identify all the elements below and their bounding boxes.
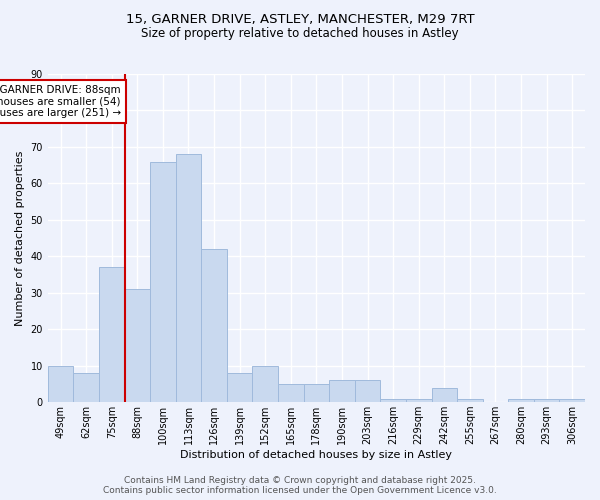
- Text: Size of property relative to detached houses in Astley: Size of property relative to detached ho…: [141, 28, 459, 40]
- X-axis label: Distribution of detached houses by size in Astley: Distribution of detached houses by size …: [181, 450, 452, 460]
- Bar: [278, 384, 304, 402]
- Bar: [253, 366, 278, 402]
- Bar: [355, 380, 380, 402]
- Bar: [304, 384, 329, 402]
- Bar: [48, 366, 73, 402]
- Bar: [406, 398, 431, 402]
- Y-axis label: Number of detached properties: Number of detached properties: [15, 150, 25, 326]
- Text: Contains HM Land Registry data © Crown copyright and database right 2025.
Contai: Contains HM Land Registry data © Crown c…: [103, 476, 497, 495]
- Text: 15, GARNER DRIVE, ASTLEY, MANCHESTER, M29 7RT: 15, GARNER DRIVE, ASTLEY, MANCHESTER, M2…: [125, 12, 475, 26]
- Bar: [457, 398, 482, 402]
- Bar: [201, 249, 227, 402]
- Bar: [227, 373, 253, 402]
- Bar: [73, 373, 99, 402]
- Bar: [150, 162, 176, 402]
- Bar: [534, 398, 559, 402]
- Bar: [508, 398, 534, 402]
- Bar: [125, 289, 150, 402]
- Bar: [431, 388, 457, 402]
- Bar: [559, 398, 585, 402]
- Bar: [380, 398, 406, 402]
- Text: 15 GARNER DRIVE: 88sqm
← 18% of detached houses are smaller (54)
82% of semi-det: 15 GARNER DRIVE: 88sqm ← 18% of detached…: [0, 85, 121, 118]
- Bar: [99, 268, 125, 402]
- Bar: [329, 380, 355, 402]
- Bar: [176, 154, 201, 402]
